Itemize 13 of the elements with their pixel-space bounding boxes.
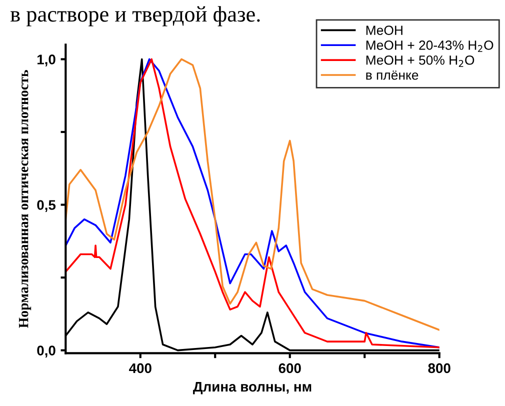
y-axis-title: Нормализованная оптическая плотность: [19, 70, 32, 328]
y-tick-label: 0,0: [37, 346, 56, 358]
x-tick-label: 400: [129, 363, 152, 374]
text: в растворе и твердой фазе.: [10, 6, 260, 26]
x-tick-label: 800: [428, 363, 450, 374]
y-tick-label: 1,0: [37, 54, 56, 66]
x-tick-label: 600: [278, 363, 301, 374]
y-tick-label: 0,5: [37, 200, 56, 212]
legend-label: MeOH + 50% H$_{2}$O: [366, 55, 474, 67]
x-axis-title: Длина волны, нм: [193, 382, 312, 394]
legend-label: MeOH + 20-43% H$_{2}$O: [366, 40, 494, 52]
legend-label: в плёнке: [366, 70, 418, 80]
legend-label: MeOH: [366, 26, 402, 35]
